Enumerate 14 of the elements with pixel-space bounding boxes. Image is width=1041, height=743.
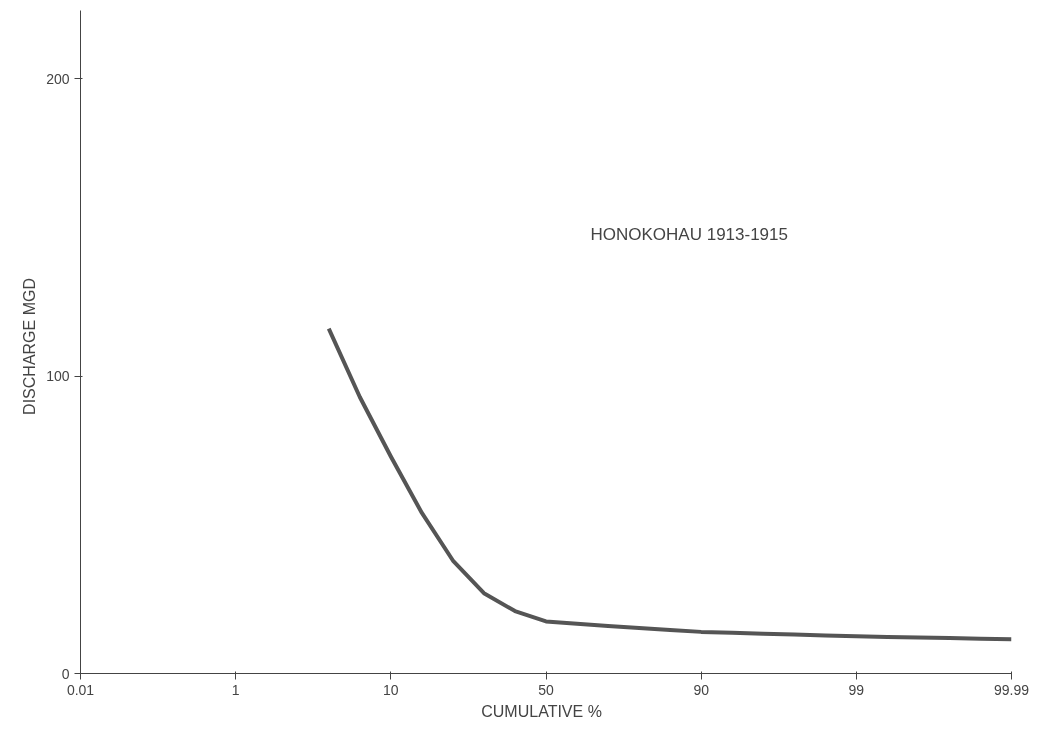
x-tick-label: 90 [693,681,710,698]
y-tick-label: 0 [61,665,70,682]
y-tick-label: 200 [46,70,70,87]
x-tick-label: 1 [231,681,240,698]
x-tick-label: 10 [383,681,399,698]
line-series [326,326,1012,642]
y-tick-label: 100 [46,368,70,385]
annotation: HONOKOHAU 1913-1915 [590,224,788,244]
x-tick-label: 99.99 [993,681,1030,698]
y-axis-title: DISCHARGE MGD [21,277,39,415]
x-tick-label: 0.01 [66,681,95,698]
x-axis-title: CUMULATIVE % [481,702,602,720]
x-tick-label: 50 [538,681,554,698]
x-tick-label: 99 [848,681,865,698]
